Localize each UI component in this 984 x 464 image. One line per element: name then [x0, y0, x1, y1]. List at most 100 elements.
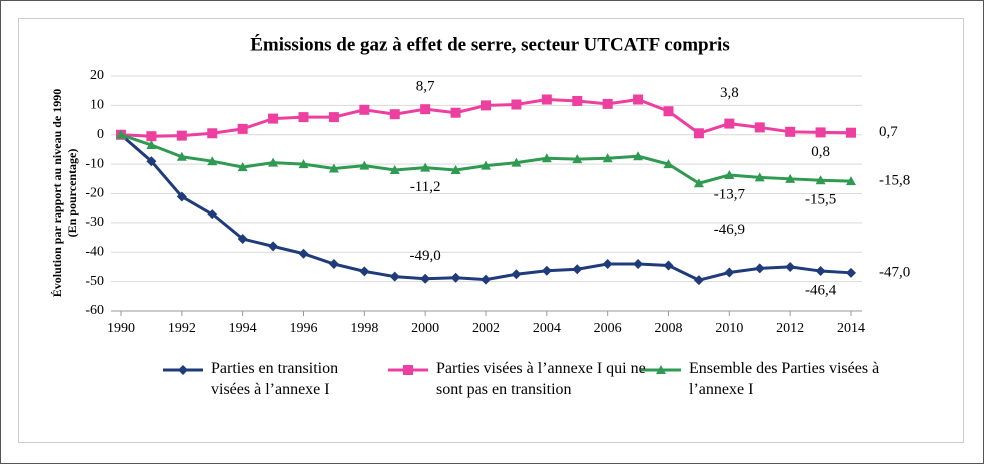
- marker: [146, 131, 157, 142]
- marker: [298, 248, 309, 259]
- marker: [633, 151, 644, 161]
- x-tick-label: 2014: [837, 321, 865, 336]
- x-tick-label: 2004: [533, 321, 561, 336]
- x-tick-label: 2008: [655, 321, 683, 336]
- marker: [237, 234, 248, 245]
- marker: [815, 127, 826, 138]
- chart-area: [18, 18, 964, 443]
- legend-label: Parties en transition visées à l’annexe …: [211, 360, 339, 398]
- y-axis-label: Évolution par rapport au niveau de 1990: [50, 89, 64, 297]
- marker: [724, 267, 735, 278]
- marker: [602, 259, 613, 269]
- marker: [693, 178, 704, 188]
- legend-label: Ensemble des Parties visées à l’annexe I: [689, 360, 880, 398]
- x-tick-label: 1994: [229, 321, 257, 336]
- marker: [389, 109, 400, 120]
- marker: [846, 267, 856, 278]
- marker: [403, 365, 413, 375]
- marker: [693, 275, 704, 286]
- marker: [298, 112, 309, 123]
- marker: [724, 169, 735, 179]
- marker: [633, 259, 644, 269]
- marker: [207, 209, 218, 220]
- marker: [328, 259, 339, 269]
- marker: [359, 160, 370, 170]
- marker: [176, 151, 187, 161]
- marker: [511, 269, 522, 280]
- marker: [846, 127, 856, 138]
- data-label: -46,4: [805, 282, 837, 298]
- marker: [237, 162, 248, 172]
- legend-label: Parties visées à l’annexe I qui ne sont …: [436, 360, 646, 398]
- marker: [785, 126, 796, 137]
- data-label: -46,9: [714, 222, 745, 238]
- y-tick-label: -60: [85, 303, 104, 318]
- marker: [815, 175, 826, 185]
- y-tick-label: 20: [90, 68, 104, 83]
- chart-title: Émissions de gaz à effet de serre, secte…: [250, 33, 729, 55]
- marker: [450, 165, 461, 174]
- y-tick-label: 0: [97, 127, 104, 142]
- marker: [268, 113, 279, 124]
- data-label: -15,8: [879, 173, 910, 189]
- marker: [602, 98, 613, 109]
- x-tick-label: 2000: [411, 321, 439, 336]
- data-label: 3,8: [720, 85, 739, 101]
- x-tick-label: 1990: [107, 321, 135, 336]
- marker: [663, 260, 674, 271]
- marker: [268, 241, 279, 252]
- marker: [359, 266, 370, 277]
- marker: [572, 95, 583, 106]
- marker: [511, 99, 522, 110]
- y-tick-label: -10: [85, 156, 104, 171]
- marker: [754, 172, 765, 182]
- marker: [420, 273, 431, 284]
- marker: [481, 274, 491, 285]
- marker: [450, 272, 461, 283]
- marker: [656, 365, 666, 374]
- marker: [207, 156, 218, 166]
- marker: [481, 100, 491, 111]
- marker: [359, 104, 370, 115]
- marker: [663, 106, 674, 117]
- marker: [572, 154, 583, 164]
- marker: [176, 191, 187, 202]
- marker: [328, 163, 339, 173]
- marker: [450, 107, 461, 118]
- marker: [846, 176, 856, 186]
- marker: [693, 128, 704, 139]
- marker: [572, 264, 583, 275]
- marker: [389, 271, 400, 282]
- y-tick-label: -50: [85, 274, 104, 289]
- data-label: -11,2: [410, 179, 441, 195]
- marker: [420, 162, 431, 172]
- marker: [724, 118, 735, 129]
- marker: [602, 153, 613, 163]
- marker: [785, 261, 796, 272]
- y-tick-label: -30: [85, 215, 104, 230]
- marker: [785, 173, 796, 183]
- data-label: 0,7: [879, 124, 898, 140]
- x-tick-label: 1992: [168, 321, 196, 336]
- data-label: 0,8: [811, 144, 830, 160]
- x-tick-label: 2002: [472, 321, 500, 336]
- marker: [541, 153, 552, 163]
- marker: [389, 165, 400, 174]
- x-tick-label: 2010: [715, 321, 743, 336]
- x-tick-label: 1998: [350, 321, 378, 336]
- marker: [481, 160, 491, 170]
- marker: [420, 104, 431, 115]
- data-label: -13,7: [714, 186, 746, 202]
- marker: [541, 94, 552, 105]
- marker: [298, 159, 309, 169]
- y-axis-sublabel: (En pourcentage): [65, 149, 79, 238]
- data-label: -15,5: [805, 192, 836, 208]
- marker: [207, 128, 218, 139]
- marker: [237, 123, 248, 134]
- y-tick-label: -20: [85, 186, 104, 201]
- y-tick-label: -40: [85, 244, 104, 259]
- data-label: -47,0: [879, 264, 910, 280]
- marker: [268, 157, 279, 167]
